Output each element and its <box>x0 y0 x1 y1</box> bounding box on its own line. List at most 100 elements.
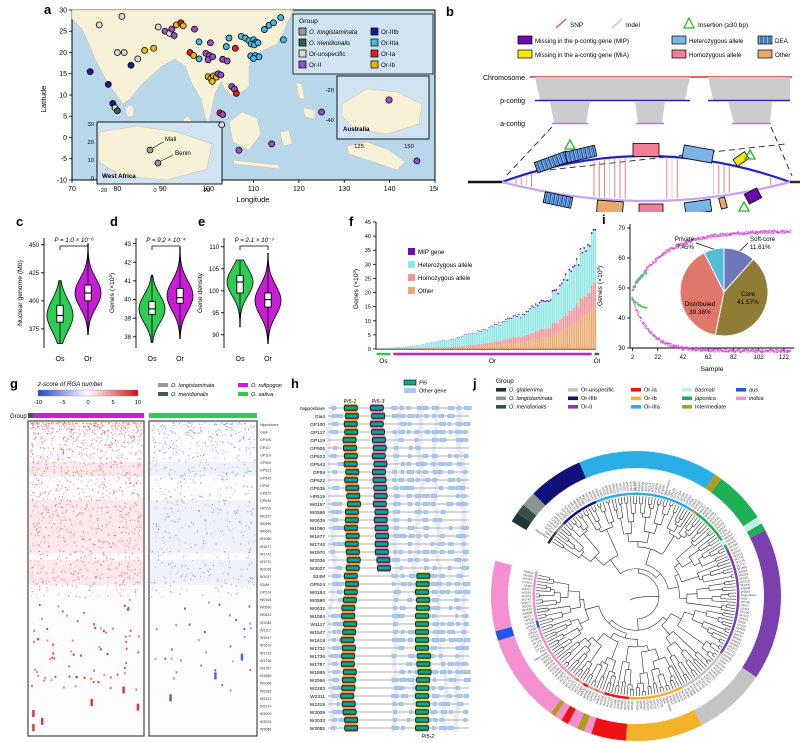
svg-text:Pi5-2: Pi5-2 <box>422 734 435 740</box>
svg-text:70: 70 <box>68 186 76 193</box>
svg-text:W1742: W1742 <box>260 552 271 556</box>
svg-text:W2319: W2319 <box>650 482 656 492</box>
svg-text:W0164: W0164 <box>585 690 593 701</box>
svg-text:GP100: GP100 <box>741 600 751 605</box>
svg-text:GP100: GP100 <box>260 438 271 442</box>
svg-text:W1787: W1787 <box>736 561 747 568</box>
svg-text:Nuclear genome (Mb): Nuclear genome (Mb) <box>17 260 24 326</box>
svg-text:Soft-core: Soft-core <box>750 236 776 243</box>
svg-text:W0590: W0590 <box>310 598 326 604</box>
svg-text:W1732: W1732 <box>734 555 745 562</box>
svg-text:W1732: W1732 <box>564 677 573 687</box>
svg-text:-20: -20 <box>99 188 107 194</box>
svg-text:Gla4: Gla4 <box>544 530 552 537</box>
svg-text:Or-unspecific: Or-unspecific <box>581 388 614 394</box>
svg-text:20: 20 <box>365 291 371 297</box>
svg-text:GP100: GP100 <box>658 698 664 708</box>
svg-text:W1787: W1787 <box>260 667 271 671</box>
svg-text:-5: -5 <box>61 400 66 406</box>
svg-text:122: 122 <box>779 355 790 361</box>
svg-text:W1117: W1117 <box>618 483 623 493</box>
svg-text:GP622: GP622 <box>635 701 639 711</box>
svg-text:W1787: W1787 <box>634 481 638 491</box>
svg-text:W2311: W2311 <box>549 664 559 673</box>
svg-text:GP119: GP119 <box>532 639 542 647</box>
svg-text:GP117: GP117 <box>655 698 661 708</box>
svg-text:W0590: W0590 <box>607 484 613 495</box>
svg-text:Nipponbare: Nipponbare <box>741 593 757 597</box>
svg-text:Or-IIIa: Or-IIIa <box>644 405 661 411</box>
svg-text:GP58: GP58 <box>313 470 326 476</box>
svg-text:W1742: W1742 <box>310 542 326 548</box>
svg-text:W1732: W1732 <box>697 679 706 689</box>
svg-text:GP117: GP117 <box>546 523 556 532</box>
panel-b-diagram: SNP Indel Insertion (≥30 bp) Missing in the… <box>440 4 800 224</box>
svg-text:Core: Core <box>741 291 755 298</box>
svg-text:GP505: GP505 <box>740 610 750 615</box>
svg-text:W1084: W1084 <box>707 670 717 680</box>
svg-text:W1084: W1084 <box>310 614 326 620</box>
svg-text:W3055: W3055 <box>741 590 751 594</box>
svg-text:W1080: W1080 <box>260 537 271 541</box>
svg-text:25: 25 <box>59 29 67 36</box>
svg-text:Nipponbare: Nipponbare <box>663 479 671 495</box>
svg-text:GP119: GP119 <box>310 438 325 444</box>
svg-text:GP505: GP505 <box>550 517 560 526</box>
svg-text:15: 15 <box>59 71 67 78</box>
svg-text:W1547: W1547 <box>621 482 626 492</box>
svg-text:Genes (×10³): Genes (×10³) <box>353 269 360 309</box>
svg-text:Mali: Mali <box>165 136 176 143</box>
panel-c-violin: 375 400 425 450 Nuclear genome (Mb) Os Or P = 1… <box>14 220 106 381</box>
svg-text:GP622: GP622 <box>260 491 271 495</box>
svg-text:W1742: W1742 <box>584 492 592 503</box>
svg-text:534M: 534M <box>719 527 728 535</box>
svg-text:W1970: W1970 <box>713 518 723 527</box>
svg-text:W1547: W1547 <box>731 548 742 556</box>
svg-text:534M: 534M <box>524 584 532 589</box>
svg-text:GP523: GP523 <box>529 633 539 640</box>
svg-text:O. sativa: O. sativa <box>251 392 273 398</box>
svg-text:Or-Ib: Or-Ib <box>381 62 396 69</box>
svg-text:125: 125 <box>354 144 364 150</box>
svg-text:Group: Group <box>299 18 318 25</box>
svg-text:W1117: W1117 <box>573 683 581 693</box>
svg-text:GP117: GP117 <box>260 446 271 450</box>
svg-text:P = 2.1 × 10⁻³: P = 2.1 × 10⁻³ <box>235 237 275 244</box>
svg-text:GP505: GP505 <box>530 636 540 644</box>
svg-text:O. longistaminata: O. longistaminata <box>171 383 215 389</box>
svg-text:Distributed: Distributed <box>685 301 716 308</box>
svg-text:W1619: W1619 <box>733 551 744 558</box>
svg-text:W0164: W0164 <box>714 663 724 673</box>
svg-text:Benin: Benin <box>175 150 191 157</box>
svg-text:W1547: W1547 <box>702 675 711 685</box>
svg-text:W2066: W2066 <box>686 686 694 697</box>
svg-text:W1865: W1865 <box>637 481 641 491</box>
panel-i-pangenome: 30 40 50 60 70 2 22 42 62 82 102 122 Genes (×10³) Sam… <box>596 212 800 389</box>
svg-text:25: 25 <box>365 276 371 282</box>
svg-text:W2319: W2319 <box>310 702 326 708</box>
svg-text:Gla4: Gla4 <box>260 431 268 435</box>
panel-j-tree: Group O. glaberrima O. longistaminata O. me… <box>468 374 800 743</box>
svg-text:20: 20 <box>88 140 94 146</box>
svg-text:W1970: W1970 <box>587 491 595 502</box>
svg-text:W2036: W2036 <box>715 521 725 530</box>
svg-text:O. longistaminata: O. longistaminata <box>309 29 358 36</box>
svg-text:W3009: W3009 <box>674 692 681 703</box>
panel-h-genes: Pi5 Other gene Pi5-1 Pi5-3 Pi5-2 Nipponbare Gl… <box>288 376 473 743</box>
svg-text:W1736: W1736 <box>561 675 570 685</box>
panel-a-map: 708090100110120130140150302520151050-5-1… <box>37 4 441 216</box>
svg-text:450: 450 <box>29 243 40 249</box>
svg-text:41.57%: 41.57% <box>737 299 759 306</box>
panel-letter-g: g <box>10 376 18 391</box>
svg-text:W3033: W3033 <box>671 694 678 705</box>
svg-text:W3033: W3033 <box>657 483 663 493</box>
panel-letter-d: d <box>110 214 118 229</box>
svg-text:38: 38 <box>124 335 131 341</box>
svg-text:Chromosome: Chromosome <box>483 75 525 82</box>
svg-text:W1619: W1619 <box>567 679 576 689</box>
svg-text:W0639: W0639 <box>522 607 532 612</box>
svg-text:GP523: GP523 <box>645 700 650 710</box>
svg-text:0: 0 <box>368 347 371 353</box>
svg-text:GP523: GP523 <box>553 515 563 525</box>
svg-text:Heterozygous allele: Heterozygous allele <box>689 38 744 45</box>
